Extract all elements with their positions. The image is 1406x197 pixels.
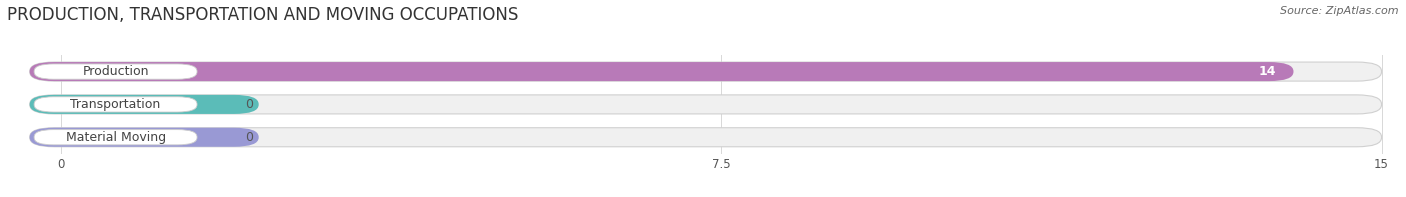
- Text: Production: Production: [83, 65, 149, 78]
- FancyBboxPatch shape: [30, 95, 1382, 114]
- FancyBboxPatch shape: [30, 62, 1382, 81]
- FancyBboxPatch shape: [30, 62, 1294, 81]
- FancyBboxPatch shape: [34, 97, 197, 112]
- FancyBboxPatch shape: [34, 64, 197, 79]
- FancyBboxPatch shape: [30, 95, 259, 114]
- Text: 0: 0: [246, 98, 253, 111]
- FancyBboxPatch shape: [30, 128, 259, 147]
- Text: Transportation: Transportation: [70, 98, 160, 111]
- FancyBboxPatch shape: [30, 128, 1382, 147]
- Text: Material Moving: Material Moving: [66, 131, 166, 144]
- Text: 0: 0: [246, 131, 253, 144]
- Text: 14: 14: [1258, 65, 1275, 78]
- Text: Source: ZipAtlas.com: Source: ZipAtlas.com: [1281, 6, 1399, 16]
- Text: PRODUCTION, TRANSPORTATION AND MOVING OCCUPATIONS: PRODUCTION, TRANSPORTATION AND MOVING OC…: [7, 6, 519, 24]
- FancyBboxPatch shape: [34, 130, 197, 145]
